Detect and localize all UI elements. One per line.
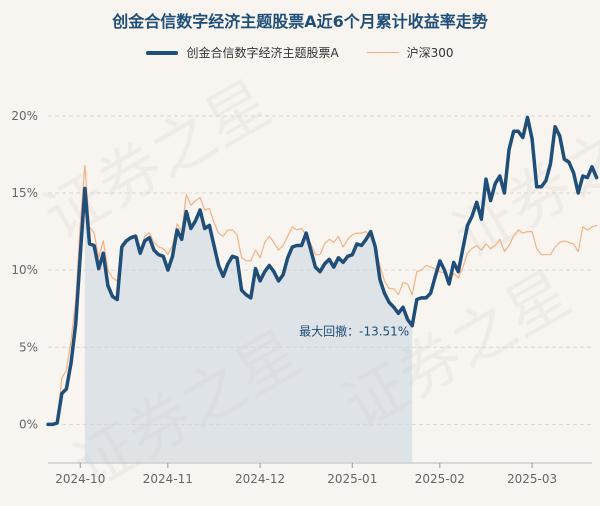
legend: 创金合信数字经济主题股票A 沪深300 <box>0 44 600 61</box>
y-tick-label: 20% <box>11 109 38 123</box>
max-drawdown-area <box>84 188 413 463</box>
legend-label-index: 沪深300 <box>406 46 454 60</box>
y-tick-label: 10% <box>11 263 38 277</box>
x-tick-label: 2025-01 <box>327 472 377 486</box>
legend-swatch-fund <box>146 50 179 55</box>
y-tick-label: 5% <box>19 340 38 354</box>
x-tick-label: 2024-12 <box>235 472 285 486</box>
legend-item-fund[interactable]: 创金合信数字经济主题股票A <box>146 44 339 61</box>
y-tick-label: 0% <box>19 417 38 431</box>
legend-label-fund: 创金合信数字经济主题股票A <box>186 46 339 60</box>
chart-title: 创金合信数字经济主题股票A近6个月累计收益率走势 <box>112 12 488 31</box>
x-tick-label: 2024-11 <box>143 472 193 486</box>
y-tick-label: 15% <box>11 186 38 200</box>
legend-swatch-index <box>366 52 399 53</box>
fund-return-line[interactable] <box>46 115 599 427</box>
max-drawdown-label: 最大回撤：-13.51% <box>299 324 409 339</box>
x-tick-label: 2025-03 <box>507 472 557 486</box>
x-tick-label: 2025-02 <box>415 472 465 486</box>
legend-item-index[interactable]: 沪深300 <box>366 44 454 61</box>
x-tick-label: 2024-10 <box>55 472 105 486</box>
